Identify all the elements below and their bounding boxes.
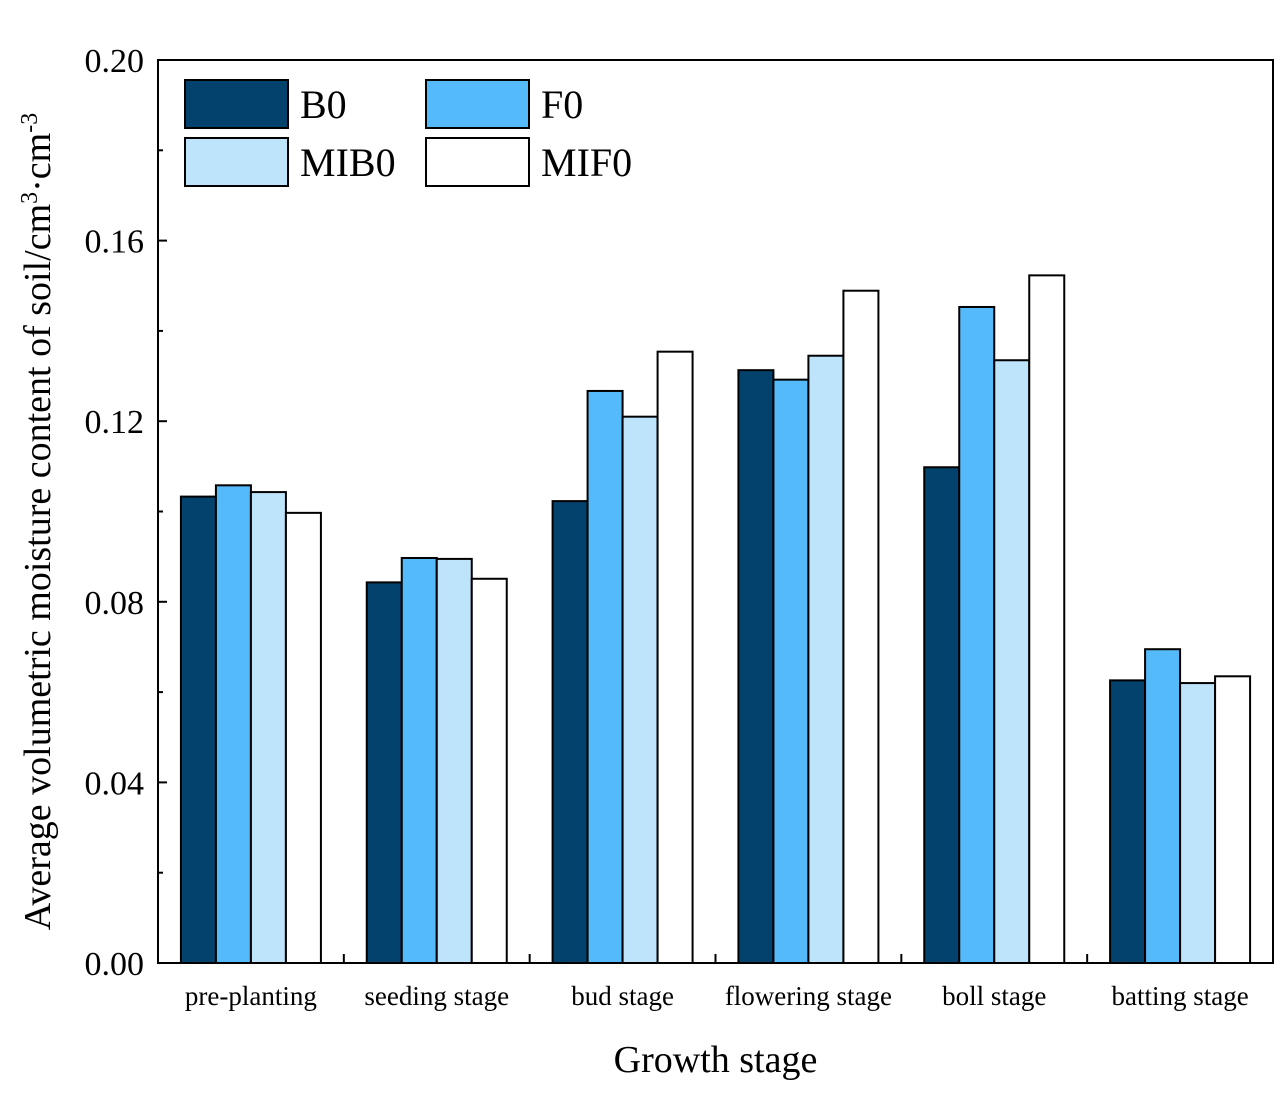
legend-swatch-b0 xyxy=(184,79,289,129)
y-tick-label: 0.00 xyxy=(85,946,145,983)
bar-mif0-0 xyxy=(284,511,322,964)
bar-f0-5 xyxy=(1144,648,1182,965)
bar-f0-2 xyxy=(586,389,624,964)
legend-swatch-mif0 xyxy=(425,137,530,187)
x-tick-label: boll stage xyxy=(942,981,1046,1011)
x-tick-label: flowering stage xyxy=(725,981,892,1011)
bar-mib0-0 xyxy=(249,491,287,964)
x-tick-label: pre-planting xyxy=(185,981,317,1011)
bar-mif0-1 xyxy=(470,577,508,964)
y-tick-label: 0.16 xyxy=(85,224,145,261)
legend: B0 F0 MIB0 MIF0 xyxy=(184,79,632,187)
bar-mib0-3 xyxy=(807,354,845,965)
bar-b0-3 xyxy=(737,369,775,965)
bar-b0-0 xyxy=(179,495,217,964)
x-tick-label: seeding stage xyxy=(364,981,509,1011)
bar-b0-2 xyxy=(551,500,589,964)
bar-f0-3 xyxy=(772,378,810,964)
legend-label-b0: B0 xyxy=(300,82,347,127)
y-axis-title-sup1: 3 xyxy=(17,192,43,204)
bar-mif0-2 xyxy=(656,350,694,964)
legend-swatch-f0 xyxy=(425,79,530,129)
axes: 0.00 0.04 0.08 0.12 0.16 0.20 pre-planting seed… xyxy=(85,43,1249,1011)
bar-b0-4 xyxy=(923,466,961,964)
bar-mib0-1 xyxy=(435,557,473,964)
legend-label-f0: F0 xyxy=(541,82,583,127)
legend-label-mib0: MIB0 xyxy=(300,140,396,185)
legend-swatch-mib0 xyxy=(184,137,289,187)
y-axis-title: Average volumetric moisture content of s… xyxy=(17,113,59,930)
bar-f0-4 xyxy=(958,305,996,964)
x-axis-title: Growth stage xyxy=(614,1039,818,1081)
bar-f0-1 xyxy=(400,557,438,965)
bar-mif0-5 xyxy=(1214,675,1252,964)
bar-mib0-4 xyxy=(993,359,1031,964)
plot-frame xyxy=(157,59,1274,964)
y-tick-label: 0.20 xyxy=(85,43,145,80)
bar-b0-1 xyxy=(365,581,403,964)
x-tick-label: bud stage xyxy=(571,981,674,1011)
y-tick-label: 0.08 xyxy=(85,585,145,622)
y-axis-title-sup2: -3 xyxy=(17,113,43,133)
bar-b0-5 xyxy=(1109,679,1147,965)
x-tick-label: batting stage xyxy=(1111,981,1248,1011)
bar-mib0-5 xyxy=(1179,682,1217,964)
y-axis-title-mid: ·cm xyxy=(17,133,59,192)
legend-label-mif0: MIF0 xyxy=(541,140,632,185)
bar-mif0-4 xyxy=(1028,274,1066,965)
y-axis-title-main: Average volumetric moisture content of s… xyxy=(17,204,59,930)
bar-mib0-2 xyxy=(621,415,659,964)
bars xyxy=(179,274,1252,965)
bar-mif0-3 xyxy=(842,289,880,964)
bar-f0-0 xyxy=(214,484,252,964)
y-tick-label: 0.04 xyxy=(85,765,145,802)
y-tick-label: 0.12 xyxy=(85,404,145,441)
